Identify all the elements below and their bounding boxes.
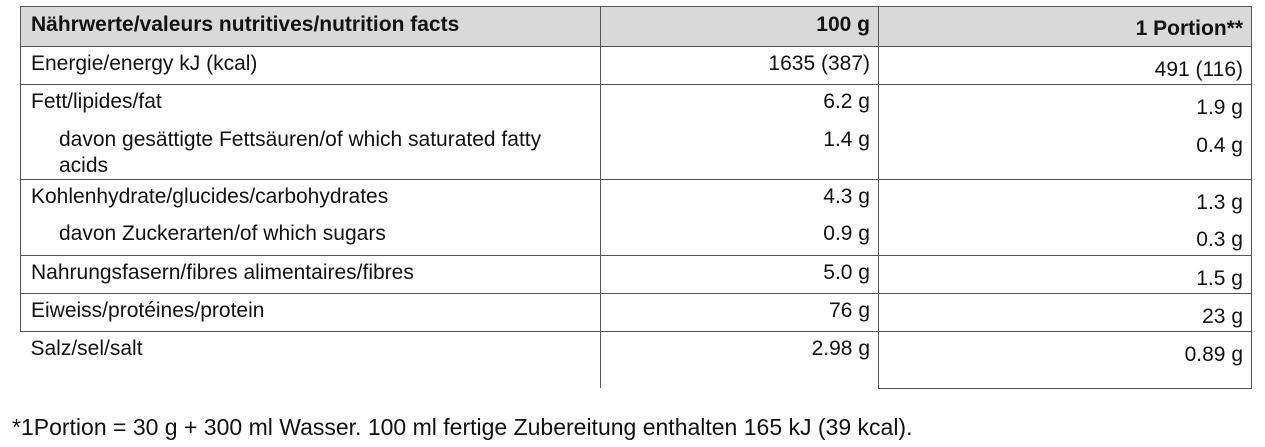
header-per-100g: 100 g [600,6,879,47]
value-per-100g: 5.0 g [600,254,879,293]
nutrient-name: Kohlenhydrate/glucides/carbohydrates [20,178,601,217]
table-row-fibres: Nahrungsfasern/fibres alimentaires/fibre… [20,254,1252,293]
value-per-portion: 0.89 g [878,330,1252,389]
table-row-fat: Fett/lipides/fat 6.2 g 1.9 g [20,84,1252,123]
header-nutrient: Nährwerte/valeurs nutritives/nutrition f… [20,6,601,47]
table-row-salt: Salz/sel/salt 2.98 g 0.89 g [20,330,1252,389]
value-per-100g: 2.98 g [600,330,879,388]
nutrition-table: Nährwerte/valeurs nutritives/nutrition f… [20,6,1252,389]
value-per-100g: 4.3 g [600,178,879,217]
value-per-portion: 0.3 g [878,217,1252,255]
nutrient-name: Fett/lipides/fat [20,84,601,123]
value-per-100g: 76 g [600,292,879,331]
table-row-saturated-fat: davon gesättigte Fettsäuren/of which sat… [20,122,1252,179]
portion-footnote: *1Portion = 30 g + 300 ml Wasser. 100 ml… [12,414,913,440]
header-per-portion: 1 Portion** [878,6,1252,47]
table-row-energy: Energie/energy kJ (kcal) 1635 (387) 491 … [20,46,1252,85]
nutrient-name: Energie/energy kJ (kcal) [20,46,601,85]
value-per-100g: 6.2 g [600,84,879,123]
value-per-100g: 1.4 g [600,122,879,179]
table-row-carbohydrates: Kohlenhydrate/glucides/carbohydrates 4.3… [20,178,1252,217]
value-per-portion: 491 (116) [878,46,1252,85]
header-row: Nährwerte/valeurs nutritives/nutrition f… [20,6,1252,47]
nutrient-name: Salz/sel/salt [20,330,601,388]
table-row-protein: Eiweiss/protéines/protein 76 g 23 g [20,292,1252,331]
nutrient-name: davon gesättigte Fettsäuren/of which sat… [20,122,601,179]
value-per-portion: 1.3 g [878,178,1252,217]
nutrient-name: Eiweiss/protéines/protein [20,292,601,331]
value-per-portion: 23 g [878,292,1252,331]
table-row-sugars: davon Zuckerarten/of which sugars 0.9 g … [20,217,1252,255]
value-per-portion: 1.9 g [878,84,1252,123]
nutrient-name: Nahrungsfasern/fibres alimentaires/fibre… [20,254,601,293]
value-per-portion: 0.4 g [878,122,1252,179]
value-per-100g: 0.9 g [600,217,879,255]
value-per-100g: 1635 (387) [600,46,879,85]
value-per-portion: 1.5 g [878,254,1252,293]
nutrient-name: davon Zuckerarten/of which sugars [20,217,601,255]
